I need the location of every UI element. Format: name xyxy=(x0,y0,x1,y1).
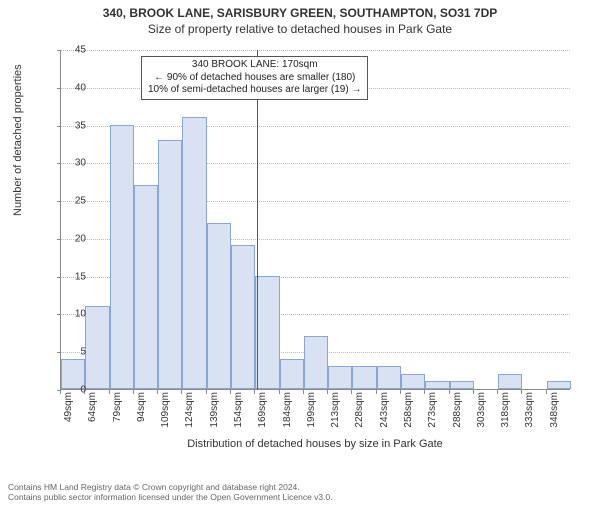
histogram-bar xyxy=(547,381,571,389)
xtick-mark xyxy=(254,390,255,394)
ytick-label: 20 xyxy=(56,233,86,244)
annotation-line3: 10% of semi-detached houses are larger (… xyxy=(148,84,361,97)
xtick-mark xyxy=(376,390,377,394)
xtick-mark xyxy=(181,390,182,394)
histogram-bar xyxy=(207,223,231,389)
xtick-mark xyxy=(303,390,304,394)
xtick-label: 139sqm xyxy=(209,392,220,428)
annotation-box: 340 BROOK LANE: 170sqm ← 90% of detached… xyxy=(141,56,368,100)
ytick-label: 35 xyxy=(56,120,86,131)
xtick-label: 49sqm xyxy=(63,392,74,422)
xtick-label: 199sqm xyxy=(306,392,317,428)
xtick-label: 303sqm xyxy=(476,392,487,428)
xtick-mark xyxy=(521,390,522,394)
xtick-mark xyxy=(279,390,280,394)
ytick-label: 25 xyxy=(56,196,86,207)
gridline xyxy=(61,126,570,127)
xtick-label: 184sqm xyxy=(282,392,293,428)
xtick-mark xyxy=(230,390,231,394)
histogram-bar xyxy=(498,374,522,389)
histogram-bar xyxy=(352,366,376,389)
ytick-label: 15 xyxy=(56,271,86,282)
chart-title-main: 340, BROOK LANE, SARISBURY GREEN, SOUTHA… xyxy=(0,6,600,20)
gridline xyxy=(61,163,570,164)
histogram-bar xyxy=(158,140,182,389)
plot-area: 340 BROOK LANE: 170sqm ← 90% of detached… xyxy=(60,50,570,390)
chart-title-sub: Size of property relative to detached ho… xyxy=(0,22,600,36)
xtick-label: 228sqm xyxy=(354,392,365,428)
annotation-line2: ← 90% of detached houses are smaller (18… xyxy=(148,72,361,85)
histogram-bar xyxy=(280,359,304,389)
xtick-label: 348sqm xyxy=(549,392,560,428)
xtick-label: 169sqm xyxy=(257,392,268,428)
histogram-bar xyxy=(182,117,206,389)
ytick-label: 0 xyxy=(56,385,86,396)
xtick-label: 64sqm xyxy=(87,392,98,422)
histogram-bar xyxy=(231,245,255,389)
xtick-mark xyxy=(206,390,207,394)
gridline xyxy=(61,50,570,51)
xtick-label: 109sqm xyxy=(160,392,171,428)
xtick-label: 213sqm xyxy=(330,392,341,428)
histogram-bar xyxy=(85,306,109,389)
xtick-label: 124sqm xyxy=(184,392,195,428)
y-axis-label: Number of detached properties xyxy=(12,64,24,216)
footer-line1: Contains HM Land Registry data © Crown c… xyxy=(8,482,333,492)
xtick-mark xyxy=(473,390,474,394)
x-axis-label: Distribution of detached houses by size … xyxy=(60,438,570,450)
xtick-mark xyxy=(449,390,450,394)
histogram-bar xyxy=(110,125,134,389)
chart-container: 340 BROOK LANE: 170sqm ← 90% of detached… xyxy=(60,50,570,430)
xtick-mark xyxy=(109,390,110,394)
xtick-mark xyxy=(546,390,547,394)
xtick-label: 288sqm xyxy=(452,392,463,428)
xtick-label: 243sqm xyxy=(379,392,390,428)
xtick-mark xyxy=(351,390,352,394)
xtick-label: 333sqm xyxy=(524,392,535,428)
footer-line2: Contains public sector information licen… xyxy=(8,492,333,502)
ytick-label: 30 xyxy=(56,158,86,169)
ytick-label: 10 xyxy=(56,309,86,320)
ytick-label: 40 xyxy=(56,82,86,93)
xtick-label: 318sqm xyxy=(500,392,511,428)
xtick-mark xyxy=(424,390,425,394)
ytick-label: 5 xyxy=(56,347,86,358)
xtick-mark xyxy=(327,390,328,394)
histogram-bar xyxy=(255,276,279,389)
histogram-bar xyxy=(304,336,328,389)
xtick-mark xyxy=(400,390,401,394)
histogram-bar xyxy=(328,366,352,389)
ytick-label: 45 xyxy=(56,45,86,56)
xtick-label: 258sqm xyxy=(403,392,414,428)
xtick-label: 79sqm xyxy=(112,392,123,422)
histogram-bar xyxy=(377,366,401,389)
footer-attribution: Contains HM Land Registry data © Crown c… xyxy=(8,482,333,502)
histogram-bar xyxy=(425,381,449,389)
annotation-line1: 340 BROOK LANE: 170sqm xyxy=(148,59,361,72)
reference-line xyxy=(257,50,258,389)
xtick-mark xyxy=(133,390,134,394)
histogram-bar xyxy=(401,374,425,389)
xtick-label: 273sqm xyxy=(427,392,438,428)
histogram-bar xyxy=(134,185,158,389)
xtick-mark xyxy=(497,390,498,394)
xtick-label: 154sqm xyxy=(233,392,244,428)
histogram-bar xyxy=(450,381,474,389)
xtick-label: 94sqm xyxy=(136,392,147,422)
xtick-mark xyxy=(157,390,158,394)
